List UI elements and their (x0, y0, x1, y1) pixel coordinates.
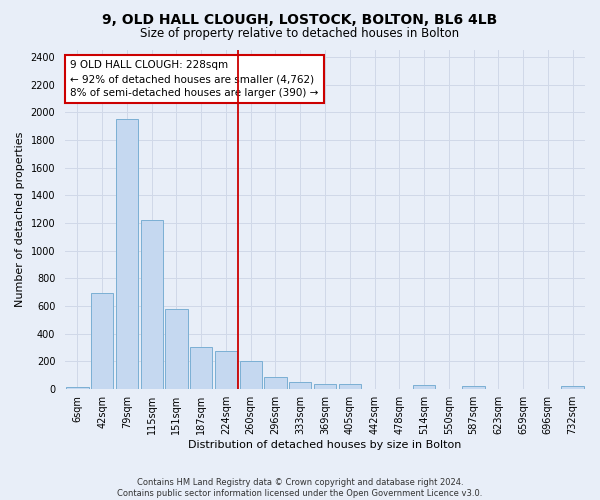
Bar (215, 351, 237, 389)
Bar (289, 382, 311, 389)
Bar (265, 377, 287, 389)
X-axis label: Distribution of detached houses by size in Bolton: Distribution of detached houses by size … (188, 440, 462, 450)
Y-axis label: Number of detached properties: Number of detached properties (15, 132, 25, 307)
Bar (190, 346, 212, 389)
Bar (116, 119, 138, 389)
Bar (562, 386, 584, 389)
Bar (338, 384, 361, 389)
Bar (140, 220, 163, 389)
Bar (314, 384, 336, 389)
Text: Contains HM Land Registry data © Crown copyright and database right 2024.
Contai: Contains HM Land Registry data © Crown c… (118, 478, 482, 498)
Bar (463, 386, 485, 389)
Bar (413, 386, 435, 389)
Text: Size of property relative to detached houses in Bolton: Size of property relative to detached ho… (140, 28, 460, 40)
Bar (239, 361, 262, 389)
Text: 9, OLD HALL CLOUGH, LOSTOCK, BOLTON, BL6 4LB: 9, OLD HALL CLOUGH, LOSTOCK, BOLTON, BL6… (103, 12, 497, 26)
Bar (166, 310, 188, 389)
Bar (91, 294, 113, 389)
Bar (66, 386, 89, 389)
Text: 9 OLD HALL CLOUGH: 228sqm
← 92% of detached houses are smaller (4,762)
8% of sem: 9 OLD HALL CLOUGH: 228sqm ← 92% of detac… (70, 60, 319, 98)
